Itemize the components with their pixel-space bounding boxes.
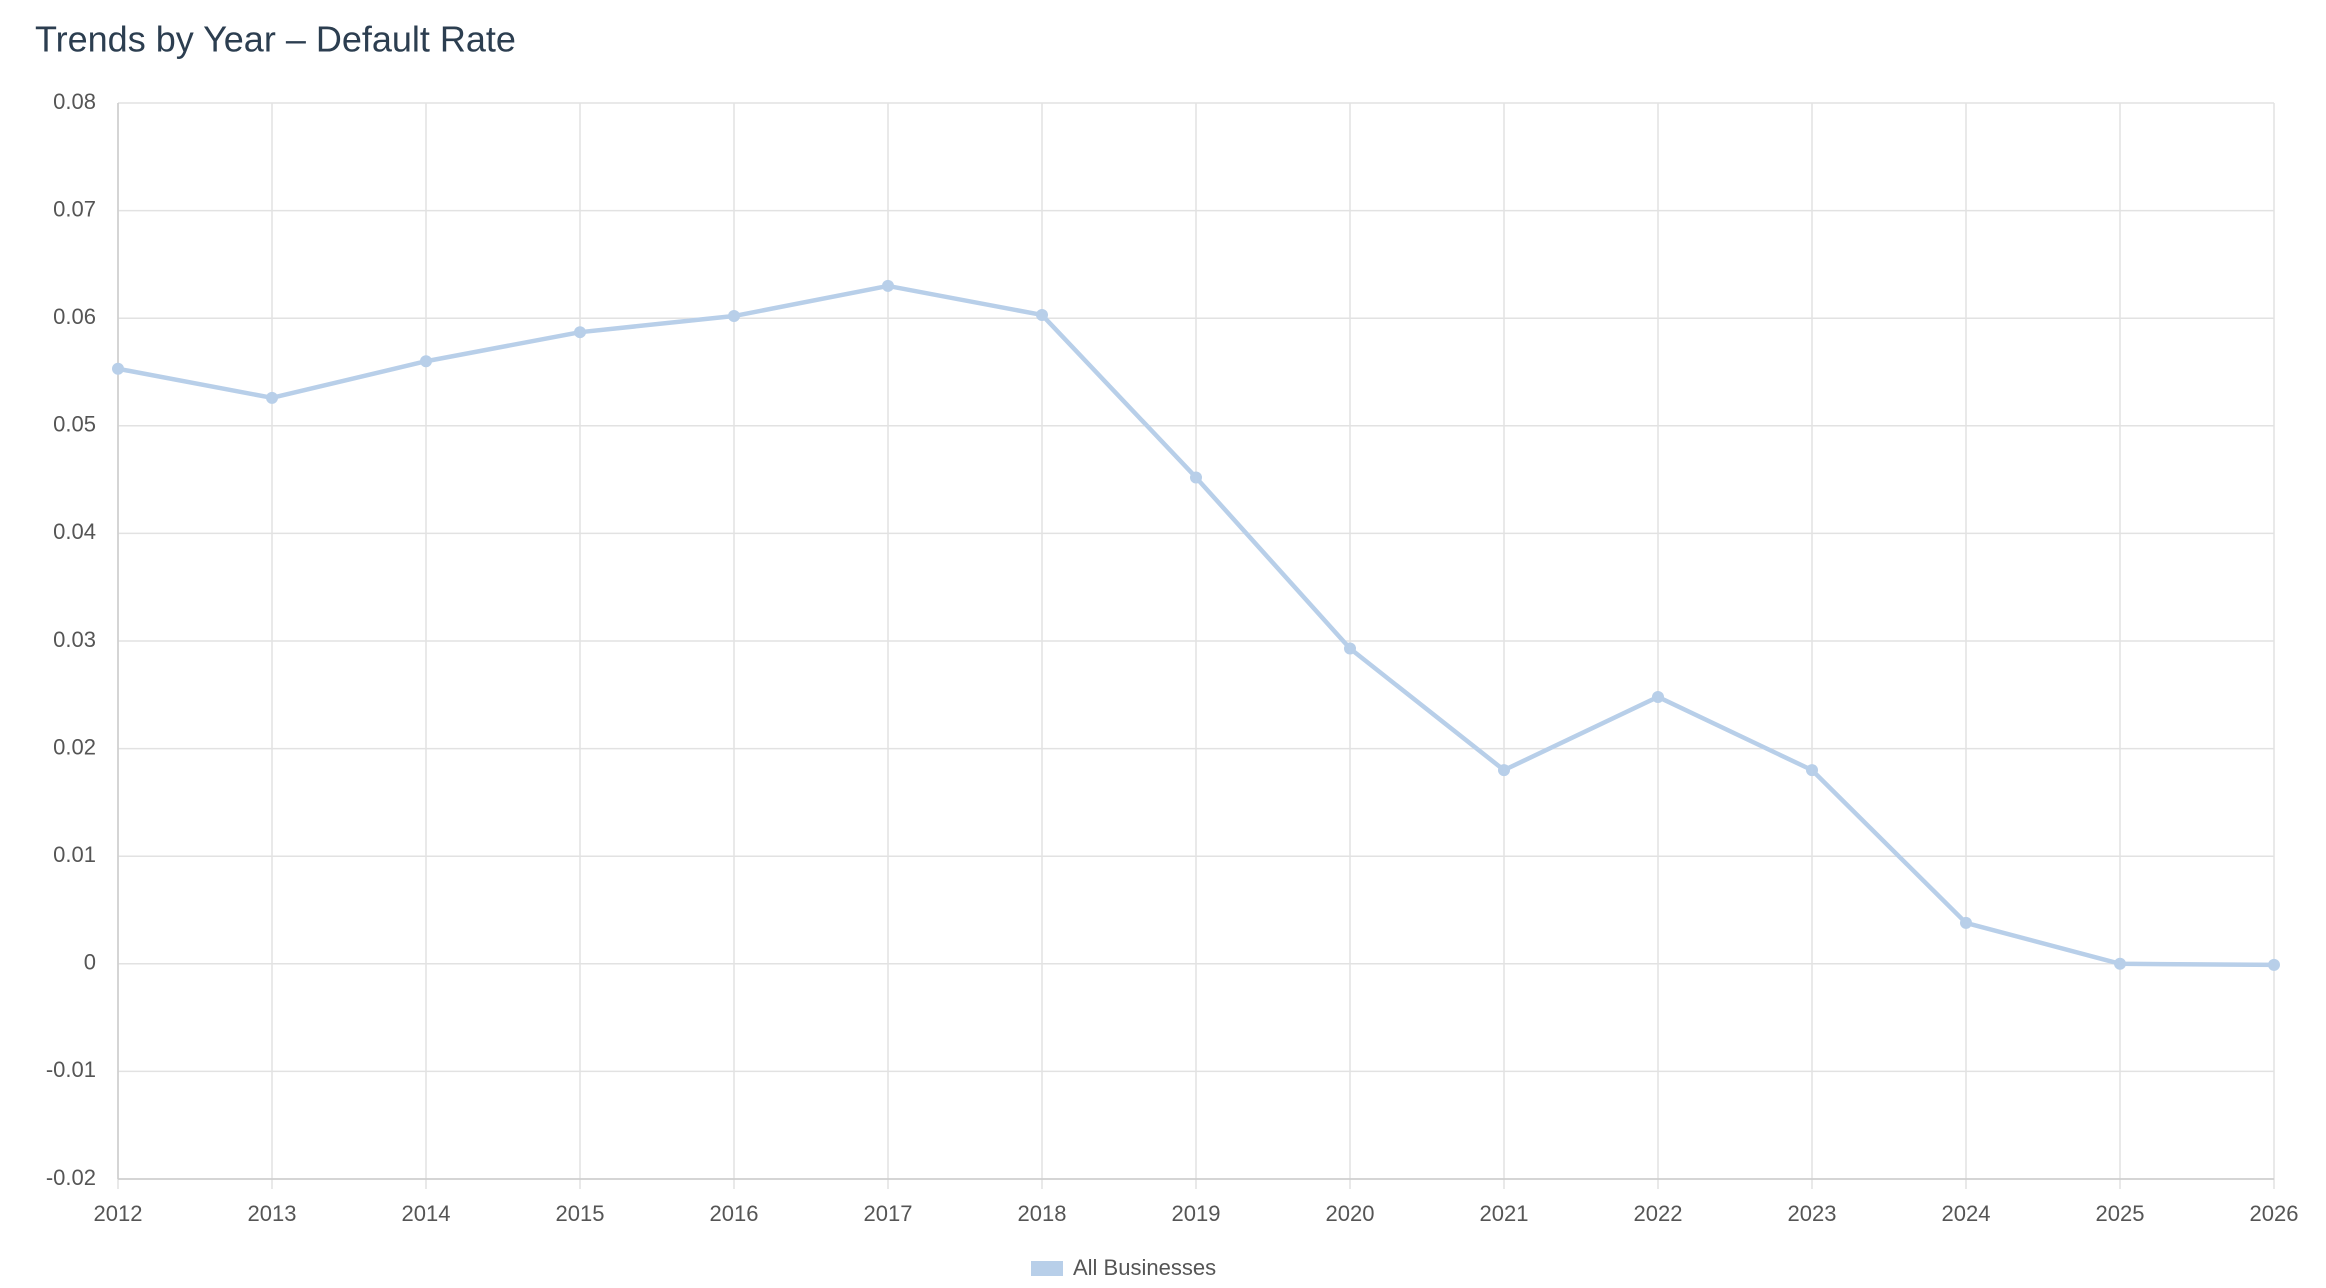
y-tick-label: -0.02 xyxy=(46,1165,96,1190)
point xyxy=(2268,958,2280,971)
y-tick-label: 0.05 xyxy=(53,412,96,437)
x-tick-label: 2012 xyxy=(94,1201,143,1226)
point xyxy=(1652,690,1664,703)
point xyxy=(1036,308,1048,321)
point xyxy=(1190,471,1202,484)
point xyxy=(1498,764,1510,777)
y-tick-label: 0.03 xyxy=(53,627,96,652)
point xyxy=(882,279,894,292)
x-tick-label: 2025 xyxy=(2096,1201,2145,1226)
x-tick-label: 2018 xyxy=(1018,1201,1067,1226)
x-tick-label: 2017 xyxy=(864,1201,913,1226)
y-tick-label: 0.02 xyxy=(53,734,96,759)
x-tick-label: 2021 xyxy=(1480,1201,1529,1226)
y-tick-label: 0.04 xyxy=(53,519,96,544)
x-tick-label: 2019 xyxy=(1172,1201,1221,1226)
point xyxy=(574,326,586,339)
legend-label: All Businesses xyxy=(1073,1255,1216,1280)
y-tick-label: 0.08 xyxy=(53,89,96,114)
point xyxy=(420,355,432,368)
point xyxy=(112,362,124,375)
point xyxy=(1806,764,1818,777)
legend-swatch xyxy=(1031,1261,1063,1276)
x-tick-label: 2022 xyxy=(1634,1201,1683,1226)
point xyxy=(1960,916,1972,929)
x-tick-label: 2024 xyxy=(1942,1201,1991,1226)
x-tick-label: 2013 xyxy=(248,1201,297,1226)
point xyxy=(266,391,278,404)
x-tick-label: 2026 xyxy=(2250,1201,2299,1226)
chart-title: Trends by Year – Default Rate xyxy=(35,19,516,60)
y-tick-label: 0.07 xyxy=(53,196,96,221)
point xyxy=(1344,642,1356,655)
y-tick-label: 0.06 xyxy=(53,304,96,329)
point xyxy=(2114,957,2126,970)
y-tick-label: -0.01 xyxy=(46,1057,96,1082)
x-tick-label: 2014 xyxy=(402,1201,451,1226)
x-tick-label: 2023 xyxy=(1788,1201,1837,1226)
x-tick-label: 2015 xyxy=(556,1201,605,1226)
y-tick-label: 0.01 xyxy=(53,842,96,867)
x-tick-label: 2016 xyxy=(710,1201,759,1226)
x-tick-label: 2020 xyxy=(1326,1201,1375,1226)
y-tick-label: 0 xyxy=(84,950,96,975)
point xyxy=(728,310,740,323)
